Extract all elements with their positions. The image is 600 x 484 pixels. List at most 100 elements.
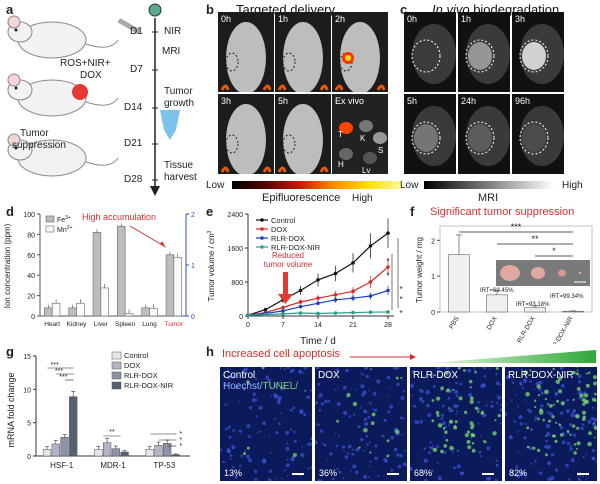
scale-bar: [292, 473, 304, 475]
legend-label: Control: [271, 216, 296, 225]
irt-label: IRT=69.45%: [480, 288, 514, 294]
data-point: [368, 244, 373, 248]
fluorescence-tile: 2h: [332, 12, 388, 92]
timeline-step: D21: [124, 138, 143, 149]
significance-marker: ***: [511, 222, 522, 232]
timeline-event: MRI: [162, 46, 181, 57]
treatment-label: DOX: [318, 370, 340, 381]
ion-concentration-chart: 0 20 40 60 80 100 0 1 2 Heart Kidney Liver Spleen Lun…: [3, 212, 195, 328]
tumor-outline: [465, 39, 495, 73]
bar: [44, 307, 53, 317]
organ-sample: [359, 120, 373, 132]
scale-bar: [482, 473, 494, 475]
bar: [102, 442, 112, 457]
data-point: [368, 310, 373, 314]
y-axis-label: Tumor volume / cm3: [207, 230, 216, 301]
mri-tile: 0h: [404, 12, 456, 92]
timeline-event: harvest: [164, 172, 197, 183]
data-point: [351, 296, 355, 300]
significance-marker: **: [531, 234, 539, 244]
bar: [154, 445, 163, 457]
x-tick-label: Kidney: [67, 321, 88, 328]
organ-sample: [363, 152, 377, 164]
fluorescence-colorbar: [232, 181, 402, 189]
timepoint-label: 96h: [515, 96, 531, 106]
data-point: [333, 298, 338, 302]
significance-marker: *: [386, 271, 389, 280]
panel-g-label: g: [6, 344, 14, 359]
y-tick-label: 0: [239, 314, 243, 321]
fluorescence-tile: 0h: [218, 12, 274, 92]
mouse-illustration: [7, 15, 141, 59]
timeline-step: D7: [130, 64, 143, 75]
mri-colorbar: [424, 181, 554, 189]
data-point: [298, 288, 303, 293]
mri-tile: 24h: [458, 94, 510, 174]
data-point: [386, 265, 390, 269]
data-point: [298, 300, 303, 304]
y-axis-label: mRNA fold change: [6, 372, 16, 447]
timeline-step: D1: [130, 26, 143, 37]
y-tick-label: 20: [27, 294, 35, 301]
fluorescence-tile: 3h: [218, 94, 274, 174]
legend-label: Control: [124, 351, 149, 360]
colorbar-title: MRI: [478, 192, 499, 204]
bar: [111, 448, 120, 457]
x-tick-label: 14: [314, 322, 322, 329]
legend-label: DOX: [124, 361, 140, 370]
y-tick-label: 2: [431, 238, 435, 245]
y-tick-label: 1: [431, 274, 435, 281]
y-tick-label: 0: [27, 454, 31, 461]
scale-bar: [577, 473, 589, 475]
bar: [145, 449, 154, 457]
timeline-event: Tumor: [164, 86, 193, 97]
mouse-silhouette: [220, 22, 272, 92]
data-point: [333, 311, 338, 315]
data-point: [298, 304, 303, 309]
fluorescence-tile: T K S H Lv Ex vivo: [332, 94, 388, 174]
y-tick-label: 2400: [227, 212, 243, 219]
data-point: [333, 271, 338, 276]
bar: [51, 302, 61, 317]
colorbar-high-label: High: [352, 193, 373, 204]
scale-bar: [387, 473, 399, 475]
bar: [562, 310, 584, 313]
bar: [42, 449, 52, 457]
apoptosis-gradient-arrow: [350, 350, 596, 363]
data-point: [368, 280, 373, 284]
stain-legend: Hoechst/TUNEL/: [223, 381, 299, 392]
timepoint-label: 1h: [461, 14, 472, 24]
fluorescence-tile: 1h: [275, 12, 331, 92]
organ-label: K: [360, 134, 366, 143]
bar: [165, 254, 175, 317]
x-tick-label: Liver: [94, 321, 109, 328]
x-tick-label: MDR-1: [100, 461, 126, 470]
y-tick-label: 800: [231, 280, 243, 287]
timepoint-label: 5h: [278, 96, 289, 106]
x-tick-label: Spleen: [115, 321, 136, 328]
x-tick-label: 28: [384, 322, 392, 329]
apoptosis-percentage: 68%: [414, 468, 433, 478]
treatment-label: Control: [223, 370, 256, 381]
panel-f-title: Significant tumor suppression: [430, 206, 575, 218]
y-tick-label: 80: [27, 232, 35, 239]
excised-tumor-photo: [496, 260, 590, 286]
annotation: tumor volume: [264, 260, 313, 269]
significance-marker: *: [399, 295, 402, 304]
bar: [120, 451, 129, 457]
tumor-outline: [465, 121, 495, 155]
data-point: [368, 294, 373, 298]
timepoint-label: 24h: [461, 96, 477, 106]
annotation: Reduced: [272, 251, 304, 260]
y-axis-label: Ion concentration (ppm): [3, 223, 12, 308]
tunel-stain-tile: Control 13% Hoechst/TUNEL/: [220, 367, 312, 481]
data-point: [386, 288, 390, 293]
bar: [141, 307, 150, 317]
x-tick-label: DOX: [486, 315, 499, 331]
panel-a-schematic: [7, 3, 180, 196]
panel-c-label: c: [400, 2, 408, 17]
timepoint-label: 1h: [278, 14, 289, 24]
data-point: [316, 311, 320, 316]
y2-tick-label: 2: [191, 212, 195, 219]
colorbar-title: Epifluorescence: [262, 192, 341, 204]
